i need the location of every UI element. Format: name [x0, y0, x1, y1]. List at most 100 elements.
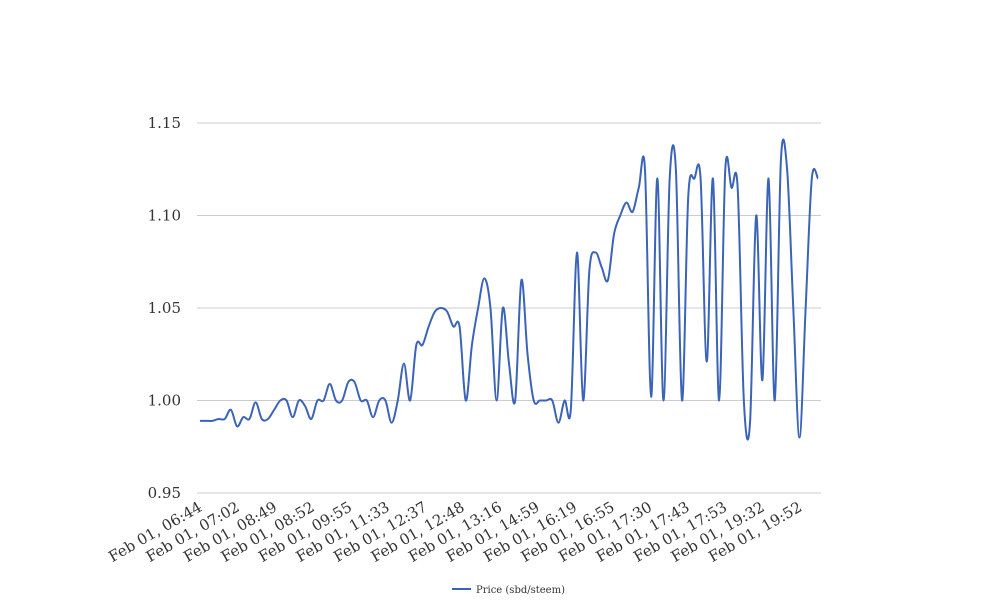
- data-point: [384, 400, 386, 402]
- data-point: [533, 400, 535, 402]
- data-point: [286, 400, 288, 402]
- data-point: [211, 420, 213, 422]
- data-point: [520, 279, 522, 281]
- y-axis-tick-labels: 0.95 1.00 1.05 1.10 1.15: [148, 114, 181, 502]
- series-lines: [199, 138, 819, 441]
- data-point: [595, 252, 597, 254]
- data-point: [248, 418, 250, 420]
- data-point: [811, 178, 813, 180]
- data-point: [496, 400, 498, 402]
- data-point: [774, 400, 776, 402]
- data-point: [372, 416, 374, 418]
- data-point: [619, 215, 621, 217]
- data-point: [557, 422, 559, 424]
- data-point: [329, 383, 331, 385]
- data-point: [669, 178, 671, 180]
- data-point: [471, 344, 473, 346]
- data-point: [749, 422, 751, 424]
- data-point: [218, 418, 220, 420]
- data-point: [755, 215, 757, 217]
- data-point: [539, 400, 541, 402]
- data-point: [780, 159, 782, 161]
- data-point: [446, 311, 448, 313]
- data-point: [730, 187, 732, 189]
- data-point: [805, 307, 807, 309]
- data-point: [434, 311, 436, 313]
- data-point: [199, 420, 201, 422]
- y-tick-label: 1.00: [148, 392, 181, 410]
- data-point: [323, 400, 325, 402]
- data-point: [224, 418, 226, 420]
- legend-label-price: Price (sbd/steem): [476, 585, 565, 596]
- data-point: [527, 353, 529, 355]
- data-point: [792, 307, 794, 309]
- data-point: [242, 416, 244, 418]
- data-point: [335, 400, 337, 402]
- y-tick-label: 1.10: [148, 207, 181, 225]
- data-point: [514, 400, 516, 402]
- data-point: [508, 363, 510, 365]
- data-point: [724, 168, 726, 170]
- data-point: [551, 400, 553, 402]
- data-point: [347, 381, 349, 383]
- data-point: [236, 425, 238, 427]
- data-point: [588, 270, 590, 272]
- data-point: [613, 233, 615, 235]
- data-point: [459, 326, 461, 328]
- data-point: [261, 418, 263, 420]
- data-point: [693, 178, 695, 180]
- data-point: [205, 420, 207, 422]
- data-point: [378, 400, 380, 402]
- data-point: [675, 168, 677, 170]
- data-point: [601, 266, 603, 268]
- data-point: [545, 400, 547, 402]
- data-point: [632, 211, 634, 213]
- data-point: [341, 400, 343, 402]
- data-point: [360, 400, 362, 402]
- data-point: [452, 326, 454, 328]
- data-point: [391, 422, 393, 424]
- data-point: [718, 400, 720, 402]
- data-point: [465, 400, 467, 402]
- data-point: [397, 400, 399, 402]
- data-point: [582, 400, 584, 402]
- data-point: [489, 307, 491, 309]
- data-point: [644, 168, 646, 170]
- data-point: [706, 361, 708, 363]
- data-point: [415, 344, 417, 346]
- gridlines: [197, 122, 821, 494]
- data-point: [403, 363, 405, 365]
- data-point: [687, 196, 689, 198]
- data-point: [817, 178, 819, 180]
- data-point: [607, 279, 609, 281]
- series-line-price: [199, 138, 819, 441]
- data-point: [354, 381, 356, 383]
- data-point: [768, 178, 770, 180]
- data-point: [483, 277, 485, 279]
- data-point: [564, 400, 566, 402]
- data-point: [638, 187, 640, 189]
- data-point: [502, 307, 504, 309]
- data-point: [230, 409, 232, 411]
- data-point: [366, 400, 368, 402]
- data-point: [477, 307, 479, 309]
- data-point: [737, 187, 739, 189]
- data-point: [700, 178, 702, 180]
- data-point: [304, 405, 306, 407]
- data-point: [409, 400, 411, 402]
- y-tick-label: 1.15: [148, 114, 181, 132]
- data-point: [310, 418, 312, 420]
- data-point: [255, 401, 257, 403]
- data-point: [298, 400, 300, 402]
- data-point: [712, 178, 714, 180]
- data-point: [743, 400, 745, 402]
- data-point: [292, 416, 294, 418]
- data-point: [428, 326, 430, 328]
- data-point: [798, 437, 800, 439]
- data-point: [279, 400, 281, 402]
- data-point: [440, 307, 442, 309]
- data-point: [656, 178, 658, 180]
- y-tick-label: 0.95: [148, 484, 181, 502]
